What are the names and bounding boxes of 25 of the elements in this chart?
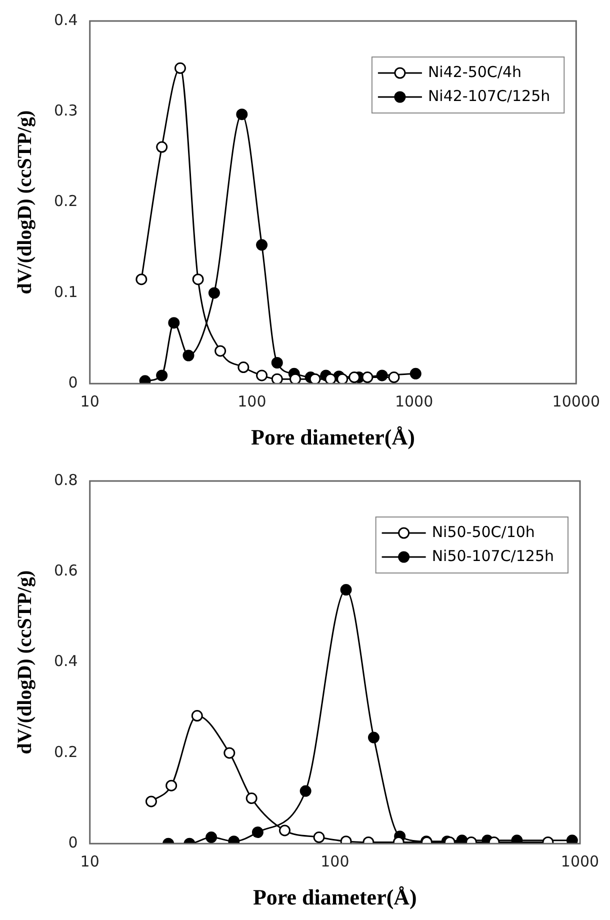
- x-tick-label: 100: [238, 392, 266, 410]
- y-tick-label: 0.3: [54, 102, 78, 120]
- x-axis-title: Pore diameter(Å): [252, 884, 417, 910]
- y-tick-label: 0.2: [54, 742, 78, 761]
- x-tick-label: 10: [80, 852, 100, 870]
- y-tick-label: 0.2: [54, 192, 78, 210]
- x-axis-title: Pore diameter(Å): [251, 424, 415, 450]
- x-tick-label: 1000: [394, 392, 434, 410]
- y-tick-label: 0.6: [54, 562, 78, 580]
- x-tick-label: 100: [320, 852, 350, 870]
- legend-label: Ni42-50C/4h: [428, 62, 522, 81]
- x-tick-label: 10000: [552, 392, 600, 410]
- legend-label: Ni50-107C/125h: [432, 546, 554, 565]
- legend-label: Ni42-107C/125h: [428, 86, 550, 105]
- y-tick-label: 0.8: [54, 470, 78, 489]
- y-tick-label: 0.1: [54, 282, 78, 301]
- y-tick-label: 0.4: [54, 10, 78, 29]
- x-tick-label: 1000: [560, 852, 600, 870]
- y-tick-label: 0: [68, 373, 78, 392]
- y-axis-title: dV/(dlogD) (ccSTP/g): [14, 570, 36, 754]
- y-tick-label: 0: [68, 833, 78, 852]
- y-axis-title: dV/(dlogD) (ccSTP/g): [14, 110, 36, 294]
- legend-label: Ni50-50C/10h: [432, 522, 535, 541]
- y-tick-label: 0.4: [54, 652, 78, 670]
- x-tick-label: 10: [80, 392, 100, 410]
